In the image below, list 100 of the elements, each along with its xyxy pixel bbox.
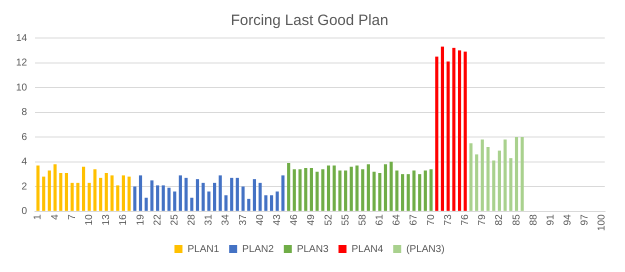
bar [316,172,319,211]
y-tick-label: 12 [16,58,28,69]
x-tick-label: 58 [357,214,368,226]
x-tick-label: 22 [152,214,164,226]
y-tick-label: 4 [22,156,28,168]
bar [292,169,296,211]
x-tick-label: 82 [494,214,506,226]
bar [287,163,290,211]
bar [350,166,353,211]
bar [133,186,136,211]
bar [326,166,330,211]
bar [520,137,524,211]
x-tick-label: 61 [374,214,386,226]
x-tick-label: 85 [511,214,522,226]
x-tick-label: 88 [528,214,540,226]
x-tick-label: 28 [186,214,198,226]
x-tick-label: 31 [204,214,215,226]
bar [424,170,427,211]
bar [514,137,518,211]
bar [310,168,313,211]
bar [36,166,40,211]
bar [184,178,188,211]
bar [53,164,57,211]
bar [122,175,125,211]
bar [355,166,359,211]
bar [70,182,74,211]
x-tick-label: 25 [169,214,180,226]
legend-label: PLAN4 [352,244,384,255]
bar [48,170,51,211]
legend-label: (PLAN3) [406,244,445,255]
x-tick-label: 19 [135,214,146,226]
bar [156,185,160,211]
bar [366,164,370,211]
x-tick-label: 70 [426,214,437,226]
bar [104,172,108,211]
bar [304,168,308,211]
bar [384,164,388,211]
bar [258,182,262,211]
x-tick-label: 73 [442,214,454,226]
bar [378,172,382,211]
bar [338,170,342,211]
x-tick-label: 40 [254,214,266,226]
bar [264,195,268,211]
bar [190,198,194,211]
bar [395,170,398,211]
x-tick-label: 4 [50,214,61,220]
bar [224,195,228,211]
y-tick-label: 2 [22,181,28,192]
x-tick-label: 13 [101,214,112,226]
x-tick-label: 79 [477,214,488,226]
bar [202,182,205,211]
bar [475,154,478,211]
bar [321,169,324,211]
bar [372,172,376,211]
bar [418,174,422,211]
x-tick-label: 52 [323,214,334,226]
bar [64,172,68,211]
bar [361,169,364,211]
bar [480,140,484,211]
x-tick-label: 7 [66,214,78,220]
bar [390,162,393,211]
bar [298,169,302,211]
y-tick-label: 14 [16,32,28,44]
bar [138,175,142,211]
x-tick-label: 94 [562,214,574,226]
bar [150,180,154,211]
bar [213,182,216,211]
bar [82,166,86,211]
chart-title: Forcing Last Good Plan [230,12,388,30]
y-tick-label: 10 [16,82,28,94]
bar [406,174,410,211]
bar [128,176,131,211]
bar [276,192,279,211]
bar [509,158,512,211]
x-tick-label: 49 [306,214,318,226]
bar [247,198,250,211]
x-tick-label: 43 [272,214,283,226]
bar [281,175,285,211]
bar [464,52,467,211]
bar [207,192,210,211]
bar [76,182,80,211]
bar [116,185,120,211]
y-tick-label: 0 [22,206,28,218]
x-tick-label: 64 [392,214,403,226]
bar [332,166,336,211]
bar [469,143,473,211]
y-tick-label: 6 [22,132,28,143]
bar [252,179,256,211]
x-tick-label: 67 [408,214,420,226]
bar [99,178,102,211]
bar [241,186,245,211]
bar [446,62,450,211]
bar [93,169,97,211]
bar [110,175,114,211]
bar [270,195,274,211]
bar [492,160,496,211]
bar [452,48,456,211]
bar [401,174,404,211]
bar [167,188,171,211]
bar [412,170,416,211]
